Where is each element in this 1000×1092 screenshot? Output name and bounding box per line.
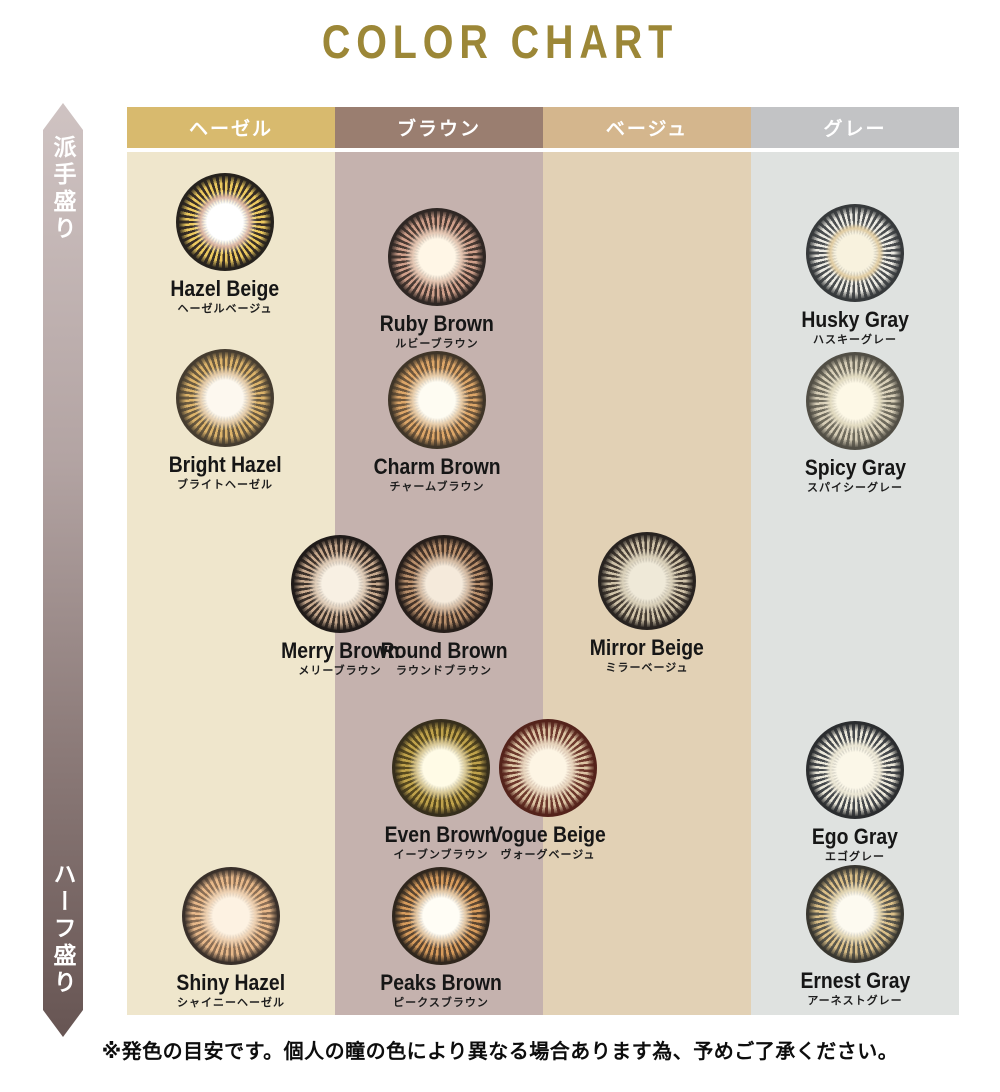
color-chart-table: ヘーゼル ブラウン ベージュ グレー [127,107,959,1015]
column-body-brown [335,152,543,1015]
impact-axis-arrow: 派手盛り ハーフ盛り [43,103,83,1037]
column-header-brown: ブラウン [335,107,543,148]
page-title: COLOR CHART [321,15,679,68]
column-bodies [127,152,959,1015]
column-headers-row: ヘーゼル ブラウン ベージュ グレー [127,107,959,148]
column-header-beige: ベージュ [543,107,751,148]
column-body-hazel [127,152,335,1015]
axis-top-label: 派手盛り [50,135,76,243]
axis-bottom-label: ハーフ盛り [50,862,76,997]
column-body-beige [543,152,751,1015]
disclaimer-note: ※発色の目安です。個人の瞳の色により異なる場合あります為、予めご了承ください。 [101,1041,899,1063]
column-body-gray [751,152,959,1015]
column-header-gray: グレー [751,107,959,148]
column-header-hazel: ヘーゼル [127,107,335,148]
